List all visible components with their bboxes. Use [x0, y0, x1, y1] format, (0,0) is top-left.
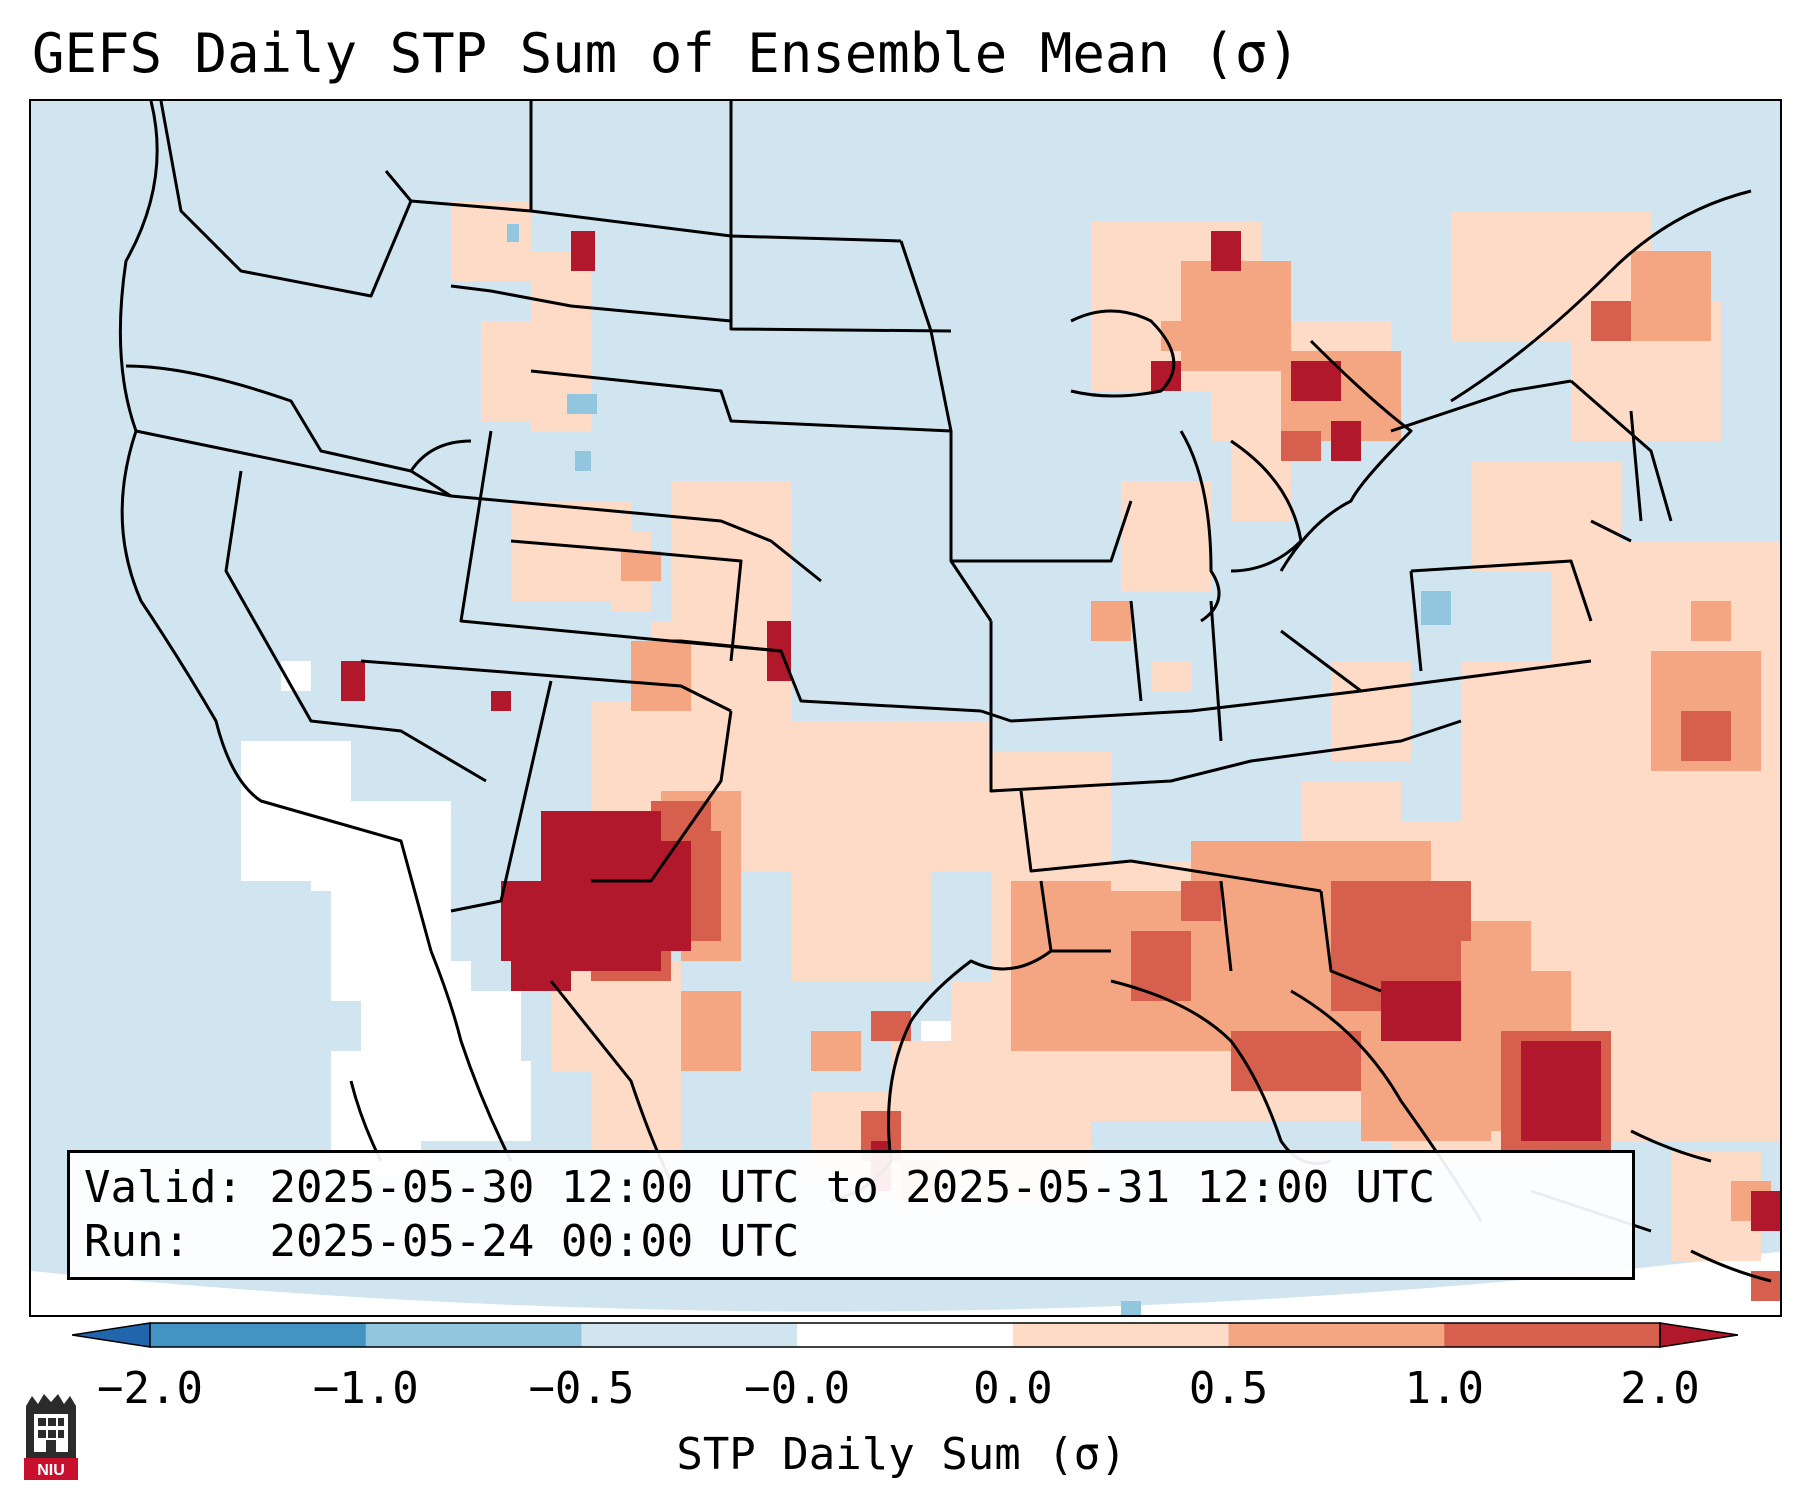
colorbar-tick-label: −0.5 — [528, 1363, 635, 1414]
colorbar-tick-label: −0.0 — [744, 1363, 851, 1414]
colorbar-over-triangle — [1659, 1322, 1738, 1348]
valid-time-range: 2025-05-30 12:00 UTC to 2025-05-31 12:00… — [269, 1162, 1436, 1213]
niu-logo-icon: NIU — [24, 1394, 78, 1480]
colorbar-under-triangle — [72, 1322, 151, 1348]
weak-negative-field — [507, 224, 1451, 1315]
colorbar-tick-label: 0.5 — [1188, 1363, 1269, 1414]
extreme-positive-field — [341, 231, 1780, 1231]
valid-label: Valid: — [84, 1162, 243, 1213]
colorbar-bin — [1228, 1323, 1445, 1347]
colorbar-tick-label: 0.0 — [973, 1363, 1053, 1414]
chart-title: GEFS Daily STP Sum of Ensemble Mean (σ) — [32, 22, 1300, 85]
colorbar — [72, 1322, 1738, 1348]
colorbar-tick-label: −2.0 — [97, 1363, 203, 1414]
svg-text:NIU: NIU — [37, 1462, 65, 1479]
projection-edge — [31, 1251, 1780, 1315]
run-time: 2025-05-24 00:00 UTC — [269, 1216, 800, 1267]
run-info-box: Valid: 2025-05-30 12:00 UTC to 2025-05-3… — [67, 1150, 1635, 1280]
neutral-field — [241, 661, 951, 1171]
colorbar-bin — [581, 1323, 798, 1347]
run-label: Run: — [84, 1216, 190, 1267]
stp-field-map — [31, 101, 1780, 1315]
colorbar-tick-label: 2.0 — [1620, 1363, 1700, 1414]
colorbar-label: STP Daily Sum (σ) — [676, 1429, 1127, 1480]
colorbar-tick-label: 1.0 — [1404, 1363, 1485, 1414]
colorbar-bins — [150, 1323, 1661, 1347]
colorbar-outline — [149, 1322, 1661, 1348]
colorbar-bin — [797, 1323, 1014, 1347]
colorbar-tick-label: −1.0 — [312, 1363, 419, 1414]
colorbar-bin — [1012, 1323, 1230, 1347]
colorbar-bin — [1444, 1323, 1661, 1347]
colorbar-bin — [150, 1323, 367, 1347]
map-panel — [29, 99, 1782, 1317]
colorbar-bin — [365, 1323, 582, 1347]
